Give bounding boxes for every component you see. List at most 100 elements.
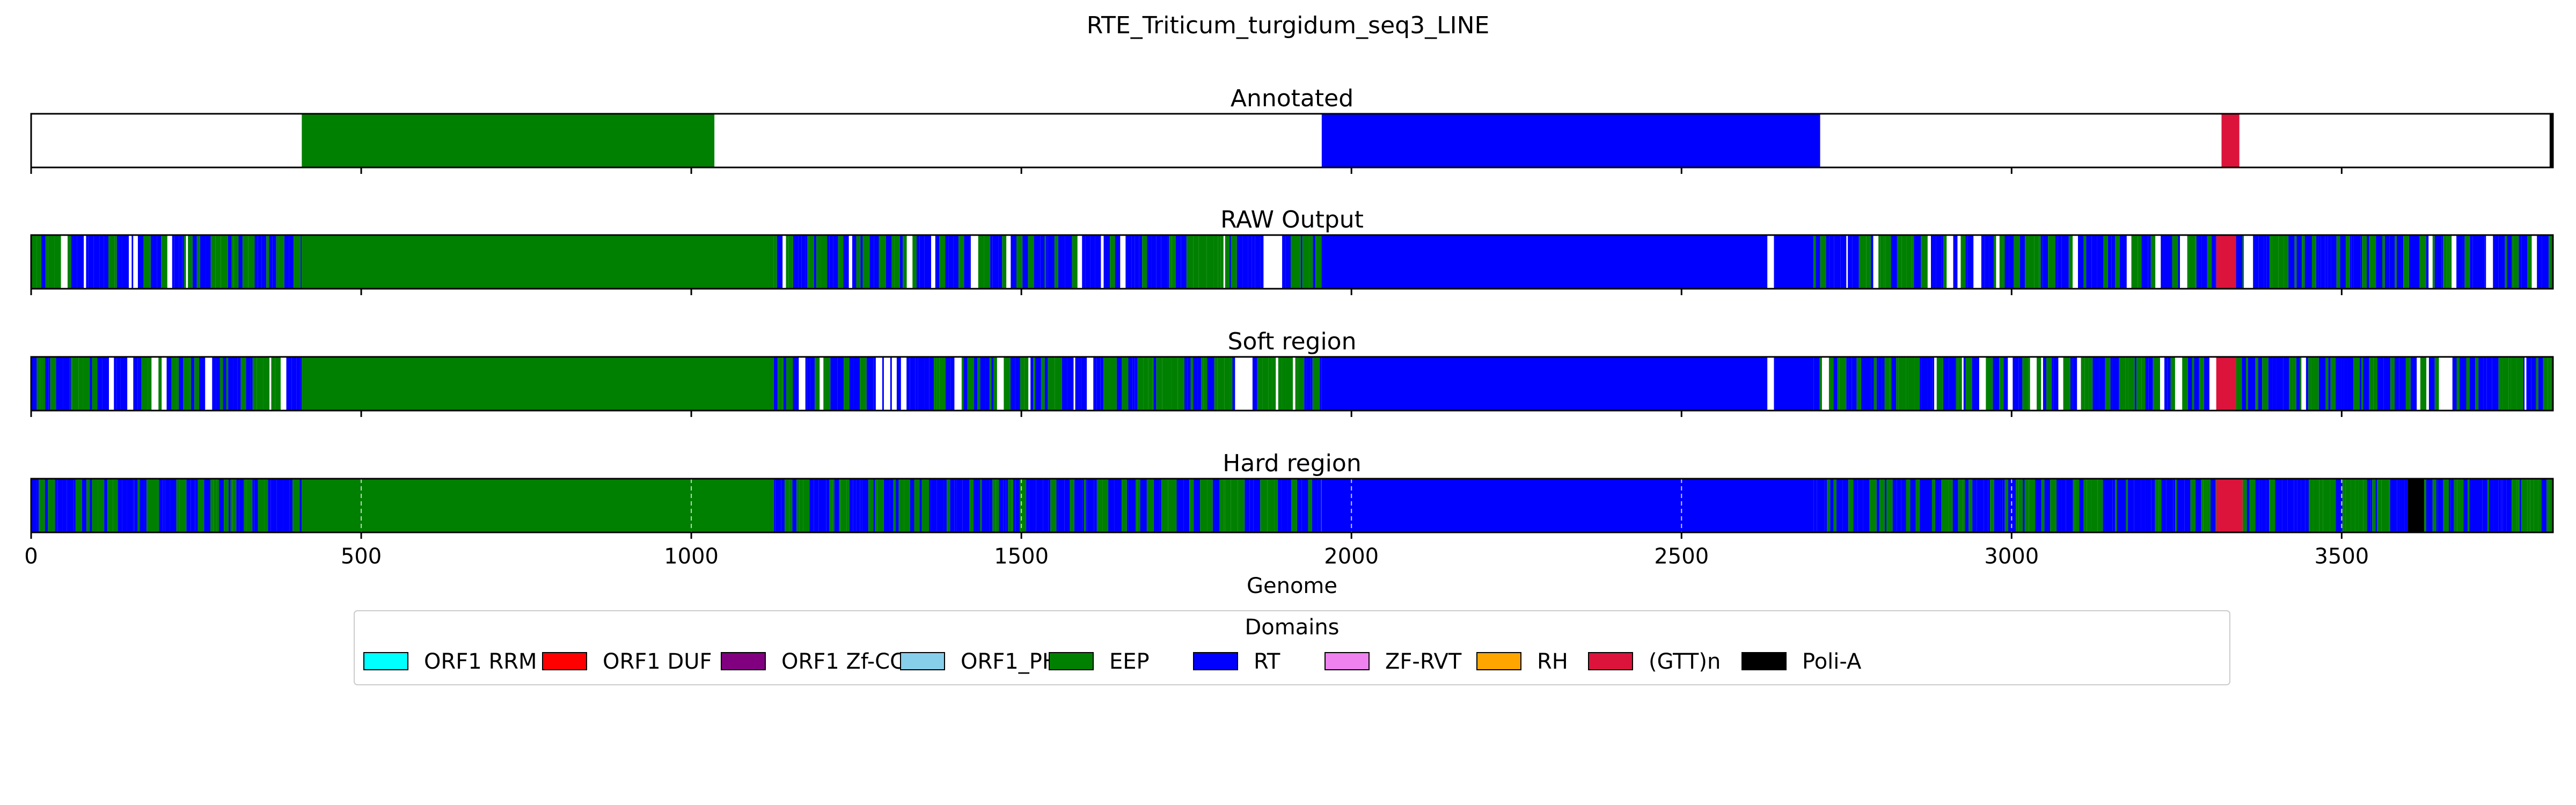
segment-mixed-stripe (2182, 357, 2188, 411)
segment-mixed-stripe (1982, 235, 1985, 289)
segment-eep (302, 235, 774, 289)
segment-mixed-stripe (2177, 479, 2179, 532)
segment-mixed-stripe (230, 479, 233, 532)
segment-mixed-stripe (239, 479, 244, 532)
segment-mixed-stripe (92, 357, 98, 411)
segment-mixed-stripe (838, 235, 844, 289)
segment-mixed-stripe (2325, 235, 2328, 289)
segment-mixed-stripe (2041, 479, 2045, 532)
legend-swatch (1324, 652, 1370, 670)
segment-mixed-stripe (832, 479, 835, 532)
segment-mixed-stripe (2518, 479, 2520, 532)
segment-mixed-stripe (56, 357, 63, 411)
segment-mixed-stripe (2136, 357, 2142, 411)
segment-eep (302, 479, 774, 532)
segment-mixed-stripe (141, 357, 148, 411)
segment-mixed-stripe (1963, 357, 1966, 411)
segment-mixed-stripe (2390, 479, 2397, 532)
segment-mixed-stripe (2207, 235, 2212, 289)
segment-mixed-stripe (1282, 357, 1286, 411)
segment-mixed-stripe (1110, 235, 1115, 289)
segment-mixed-stripe (1927, 357, 1931, 411)
segment-mixed-stripe (69, 357, 71, 411)
segment-mixed-stripe (92, 479, 98, 532)
segment-mixed-stripe (2477, 235, 2485, 289)
segment-mixed-stripe (1827, 479, 1831, 532)
segment-mixed-stripe (2403, 235, 2409, 289)
segment-mixed-stripe (950, 479, 955, 532)
segment-mixed-stripe (2350, 235, 2352, 289)
segment-mixed-stripe (773, 357, 778, 411)
segment-mixed-stripe (1207, 357, 1212, 411)
segment-mixed-stripe (292, 479, 300, 532)
segment-mixed-stripe (912, 235, 917, 289)
segment-mixed-stripe (1225, 479, 1231, 532)
segment-mixed-stripe (1156, 235, 1161, 289)
segment-mixed-stripe (1902, 357, 1906, 411)
segment-mixed-stripe (299, 479, 302, 532)
segment-mixed-stripe (216, 479, 219, 532)
legend-swatch (363, 652, 408, 670)
segment-rt (1774, 357, 1814, 411)
segment-mixed-stripe (2289, 357, 2293, 411)
segment-mixed-stripe (1147, 235, 1152, 289)
segment-mixed-stripe (1238, 479, 1245, 532)
segment-mixed-stripe (264, 479, 268, 532)
segment-mixed-stripe (2117, 479, 2120, 532)
segment-mixed-stripe (1153, 479, 1160, 532)
segment-mixed-stripe (844, 357, 850, 411)
segment-mixed-stripe (1833, 479, 1836, 532)
segment-mixed-stripe (171, 357, 177, 411)
segment-mixed-stripe (268, 479, 271, 532)
segment-mixed-stripe (1128, 357, 1133, 411)
segment-mixed-stripe (1906, 235, 1912, 289)
panels-group: Annotated RAW Output Soft region Hard regio… (30, 85, 2554, 539)
segment-mixed-stripe (1291, 479, 1297, 532)
segment-mixed-stripe (1029, 479, 1036, 532)
segment-mixed-stripe (2549, 235, 2553, 289)
segment-mixed-stripe (1103, 235, 1110, 289)
segment-mixed-stripe (2046, 357, 2052, 411)
segment-mixed-stripe (1230, 357, 1233, 411)
segment-mixed-stripe (2092, 357, 2099, 411)
segment-mixed-stripe (1285, 235, 1291, 289)
segment-mixed-stripe (1116, 357, 1122, 411)
segment-mixed-stripe (272, 235, 276, 289)
segment-mixed-stripe (1315, 235, 1322, 289)
segment-mixed-stripe (1142, 235, 1147, 289)
segment-mixed-stripe (2508, 357, 2511, 411)
segment-mixed-stripe (1963, 479, 1965, 532)
segment-mixed-stripe (2484, 235, 2486, 289)
segment-mixed-stripe (1816, 235, 1820, 289)
segment-mixed-stripe (148, 357, 152, 411)
segment-mixed-stripe (1943, 357, 1949, 411)
segment-mixed-stripe (2424, 479, 2426, 532)
segment-mixed-stripe (849, 357, 854, 411)
segment-mixed-stripe (978, 235, 984, 289)
segment-mixed-stripe (1853, 479, 1858, 532)
segment-mixed-stripe (1981, 235, 1983, 289)
segment-mixed-stripe (2199, 357, 2204, 411)
segment-mixed-stripe (238, 235, 243, 289)
segment-mixed-stripe (2527, 235, 2532, 289)
segment-mixed-stripe (1126, 479, 1129, 532)
segment-mixed-stripe (2063, 357, 2070, 411)
segment-mixed-stripe (1135, 357, 1138, 411)
segment-mixed-stripe (1878, 235, 1880, 289)
segment-mixed-stripe (1936, 357, 1943, 411)
segment-mixed-stripe (114, 235, 117, 289)
segment-mixed-stripe (45, 235, 48, 289)
segment-mixed-stripe (2523, 357, 2525, 411)
segment-mixed-stripe (2487, 479, 2490, 532)
segment-mixed-stripe (953, 235, 959, 289)
segment-mixed-stripe (1920, 479, 1925, 532)
segment-mixed-stripe (1035, 357, 1041, 411)
figure-title: RTE_Triticum_turgidum_seq3_LINE (1087, 12, 1490, 39)
segment-mixed-stripe (186, 479, 191, 532)
segment-mixed-stripe (873, 357, 876, 411)
segment-mixed-stripe (2163, 235, 2169, 289)
segment-mixed-stripe (1249, 479, 1254, 532)
segment-mixed-stripe (2360, 235, 2362, 289)
segment-mixed-stripe (1177, 357, 1184, 411)
segment-mixed-stripe (270, 479, 277, 532)
